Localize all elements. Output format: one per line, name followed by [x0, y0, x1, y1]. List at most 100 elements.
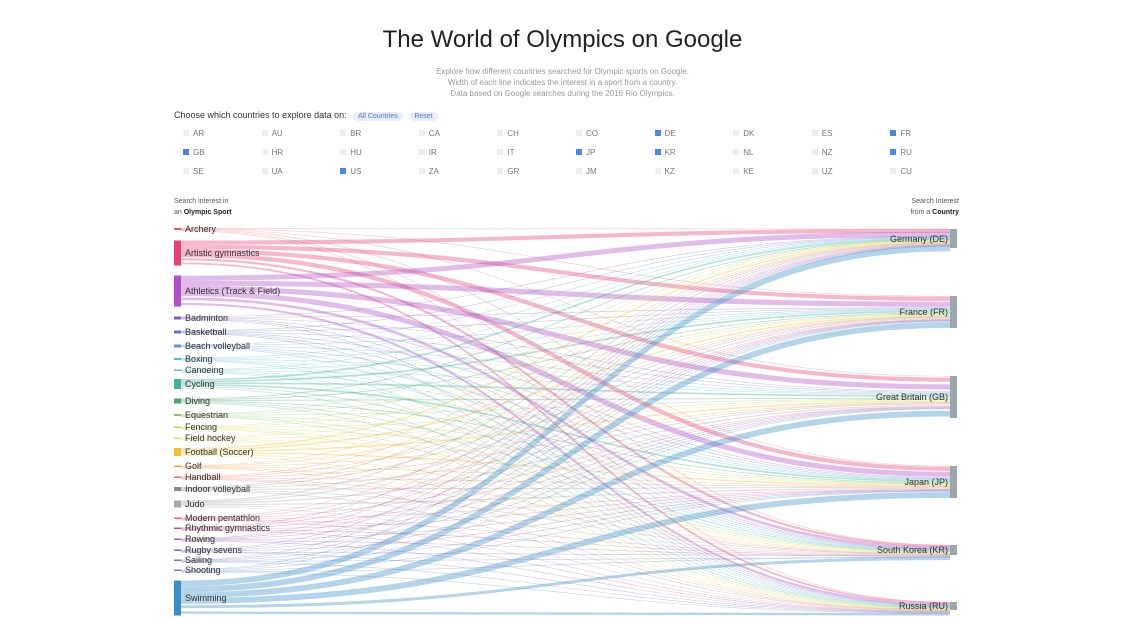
flow-link[interactable] — [180, 489, 951, 530]
sport-label[interactable]: Athletics (Track & Field) — [185, 286, 280, 296]
sport-node-bar[interactable] — [174, 538, 181, 541]
flow-link[interactable] — [180, 241, 951, 467]
flow-link[interactable] — [180, 229, 951, 546]
sport-label[interactable]: Rowing — [185, 534, 215, 544]
sport-label[interactable]: Canoeing — [185, 365, 224, 375]
sport-node-bar[interactable] — [174, 358, 181, 360]
flow-link[interactable] — [180, 371, 951, 608]
sport-node-bar[interactable] — [174, 559, 181, 562]
country-node-bar[interactable] — [950, 545, 957, 555]
country-checkbox-kz[interactable]: KZ — [654, 167, 675, 176]
country-checkbox-ir[interactable]: IR — [418, 148, 437, 157]
country-node-bar[interactable] — [950, 602, 957, 610]
flow-link[interactable] — [180, 240, 951, 450]
sport-node-bar[interactable] — [174, 569, 181, 572]
country-checkbox-nl[interactable]: NL — [733, 148, 753, 157]
sport-label[interactable]: Archery — [185, 224, 217, 234]
country-checkbox-jp[interactable]: JP — [576, 148, 595, 157]
sport-label[interactable]: Beach volleyball — [185, 341, 250, 351]
flow-link[interactable] — [180, 406, 951, 530]
flow-link[interactable] — [180, 317, 951, 392]
sport-label[interactable]: Football (Soccer) — [185, 447, 254, 457]
flow-link[interactable] — [180, 244, 951, 540]
country-checkbox-br[interactable]: BR — [340, 129, 361, 138]
flow-link[interactable] — [180, 455, 951, 610]
country-checkbox-hr[interactable]: HR — [261, 148, 283, 157]
checkbox-square[interactable] — [261, 168, 268, 174]
sport-node-bar[interactable] — [174, 476, 181, 479]
flow-link[interactable] — [180, 240, 951, 439]
country-node-bar[interactable] — [950, 466, 957, 498]
country-checkbox-us[interactable]: US — [340, 167, 361, 176]
flow-link[interactable] — [180, 332, 951, 607]
flow-link[interactable] — [180, 315, 951, 467]
flow-link[interactable] — [180, 398, 951, 416]
flow-link[interactable] — [180, 332, 951, 550]
checkbox-square[interactable] — [811, 168, 818, 174]
flow-link[interactable] — [180, 359, 951, 481]
flow-link[interactable] — [180, 439, 951, 554]
checkbox-square[interactable] — [183, 130, 189, 136]
sport-node-bar[interactable] — [174, 379, 181, 389]
country-label[interactable]: Great Britain (GB) — [876, 392, 948, 402]
flow-link[interactable] — [180, 611, 951, 616]
flow-link[interactable] — [180, 506, 951, 612]
flow-link[interactable] — [180, 307, 951, 318]
sport-label[interactable]: Sailing — [185, 555, 212, 565]
country-label[interactable]: Russia (RU) — [899, 601, 948, 611]
flow-link[interactable] — [180, 408, 951, 572]
flow-link[interactable] — [180, 318, 951, 606]
country-checkbox-nz[interactable]: NZ — [811, 148, 832, 157]
country-checkbox-hu[interactable]: HU — [340, 148, 362, 157]
country-checkbox-gb[interactable]: GB — [183, 148, 205, 157]
sport-label[interactable]: Shooting — [185, 565, 221, 575]
flow-link[interactable] — [180, 386, 951, 552]
flow-link[interactable] — [180, 239, 951, 415]
sport-label[interactable]: Basketball — [185, 327, 227, 337]
flow-link[interactable] — [180, 477, 951, 487]
flow-link[interactable] — [180, 280, 951, 307]
sport-label[interactable]: Modern pentathlon — [185, 513, 260, 523]
flow-link[interactable] — [180, 240, 951, 428]
flow-link[interactable] — [180, 236, 951, 332]
flow-link[interactable] — [180, 252, 951, 471]
flow-link[interactable] — [180, 319, 951, 529]
flow-link[interactable] — [180, 551, 951, 613]
flow-link[interactable] — [180, 242, 951, 488]
flow-link[interactable] — [180, 358, 951, 395]
flow-link[interactable] — [180, 529, 951, 613]
flow-link[interactable] — [180, 427, 951, 485]
flow-link[interactable] — [180, 320, 951, 551]
flow-link[interactable] — [180, 245, 951, 551]
checkbox-square[interactable] — [890, 168, 897, 174]
all-countries-button[interactable]: All Countries — [353, 112, 403, 121]
sport-node-bar[interactable] — [174, 487, 181, 491]
flow-link[interactable] — [180, 345, 951, 394]
flow-link[interactable] — [180, 478, 951, 611]
flow-link[interactable] — [180, 309, 951, 360]
country-checkbox-ch[interactable]: CH — [497, 129, 519, 138]
flow-link[interactable] — [180, 310, 951, 383]
flow-link[interactable] — [180, 239, 951, 400]
flow-link[interactable] — [180, 371, 951, 551]
flow-link[interactable] — [180, 415, 951, 553]
sport-label[interactable]: Artistic gymnastics — [185, 248, 260, 258]
country-label[interactable]: France (FR) — [899, 307, 948, 317]
flow-link[interactable] — [180, 489, 951, 555]
checkbox-square[interactable] — [418, 168, 425, 174]
flow-link[interactable] — [180, 438, 951, 485]
sport-label[interactable]: Fencing — [185, 422, 217, 432]
flow-link[interactable] — [180, 231, 951, 281]
checkbox-square[interactable] — [733, 130, 740, 136]
flow-link[interactable] — [180, 486, 951, 490]
flow-link[interactable] — [180, 370, 951, 395]
flow-link[interactable] — [180, 490, 951, 611]
country-checkbox-au[interactable]: AU — [261, 129, 283, 138]
checkbox-square[interactable] — [183, 168, 189, 174]
country-checkbox-it[interactable]: IT — [497, 148, 515, 157]
sport-label[interactable]: Rugby sevens — [185, 545, 243, 555]
flow-link[interactable] — [180, 285, 951, 390]
country-label[interactable]: South Korea (KR) — [877, 545, 948, 555]
checkbox-square[interactable] — [576, 130, 582, 136]
sport-node-bar[interactable] — [174, 398, 181, 404]
